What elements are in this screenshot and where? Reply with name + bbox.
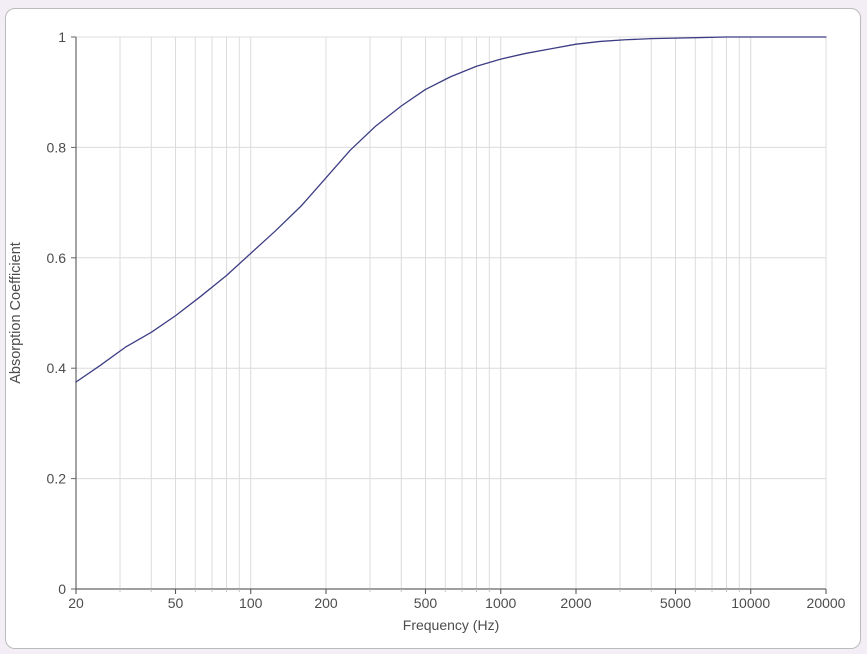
svg-text:0.8: 0.8 (47, 139, 67, 155)
svg-text:10000: 10000 (731, 595, 770, 611)
svg-text:20: 20 (68, 595, 84, 611)
svg-text:200: 200 (314, 595, 338, 611)
svg-text:50: 50 (168, 595, 184, 611)
svg-text:500: 500 (414, 595, 438, 611)
svg-text:Frequency (Hz): Frequency (Hz) (403, 617, 499, 633)
svg-text:2000: 2000 (560, 595, 591, 611)
svg-text:20000: 20000 (807, 595, 846, 611)
svg-text:Absorption Coefficient: Absorption Coefficient (8, 242, 24, 384)
svg-text:0.4: 0.4 (47, 360, 67, 376)
svg-text:1: 1 (58, 29, 66, 45)
svg-text:1000: 1000 (485, 595, 516, 611)
svg-text:5000: 5000 (660, 595, 691, 611)
svg-text:0: 0 (58, 581, 66, 597)
svg-text:0.6: 0.6 (47, 250, 67, 266)
svg-text:0.2: 0.2 (47, 471, 67, 487)
svg-text:100: 100 (239, 595, 263, 611)
